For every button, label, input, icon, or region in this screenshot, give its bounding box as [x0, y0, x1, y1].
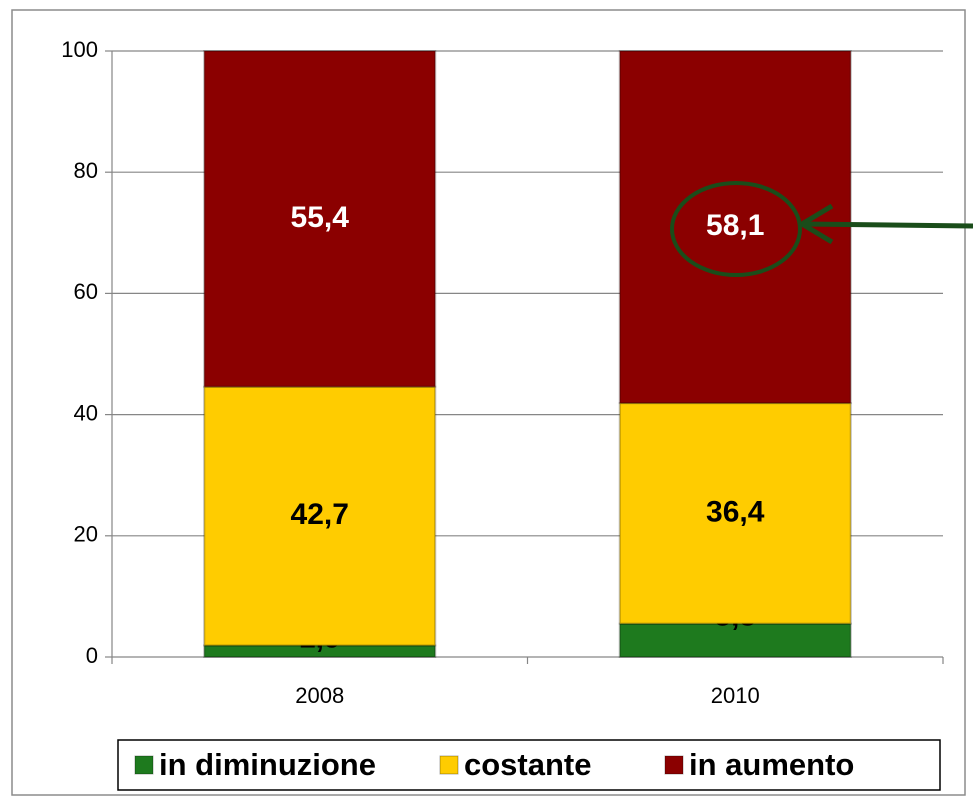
legend-label: in aumento	[689, 747, 854, 782]
legend: in diminuzione costante in aumento	[134, 747, 854, 782]
arrow-shaft	[803, 221, 973, 229]
bar-segment	[203, 644, 437, 659]
value-label: 58,1	[706, 209, 764, 242]
y-tick-label: 80	[74, 158, 98, 183]
y-tick-label: 40	[74, 400, 98, 425]
annotation	[670, 181, 973, 277]
legend-swatch	[664, 755, 684, 775]
bar-segment	[618, 402, 852, 625]
bar-segment	[618, 622, 852, 658]
legend-label: in diminuzione	[159, 747, 376, 782]
y-tick-label: 60	[74, 279, 98, 304]
legend-swatch	[134, 755, 154, 775]
legend-label: costante	[464, 747, 591, 782]
arrow-head	[797, 203, 834, 245]
value-label: 36,4	[706, 495, 765, 528]
highlight-ellipse	[670, 181, 802, 277]
value-label: 42,7	[291, 498, 349, 531]
y-tick-label: 20	[74, 522, 98, 547]
plot: 02040608010020081,942,755,420105,536,458…	[61, 37, 944, 708]
legend-box	[117, 739, 941, 791]
bar-segment	[203, 50, 437, 388]
x-tick-label: 2010	[711, 683, 760, 708]
bar-segment	[203, 385, 437, 647]
y-tick-label: 0	[86, 643, 98, 668]
legend-swatch	[439, 755, 459, 775]
y-tick-label: 100	[61, 37, 98, 62]
value-label: 55,4	[291, 201, 350, 234]
bar-segment	[618, 50, 852, 405]
x-tick-label: 2008	[295, 683, 344, 708]
